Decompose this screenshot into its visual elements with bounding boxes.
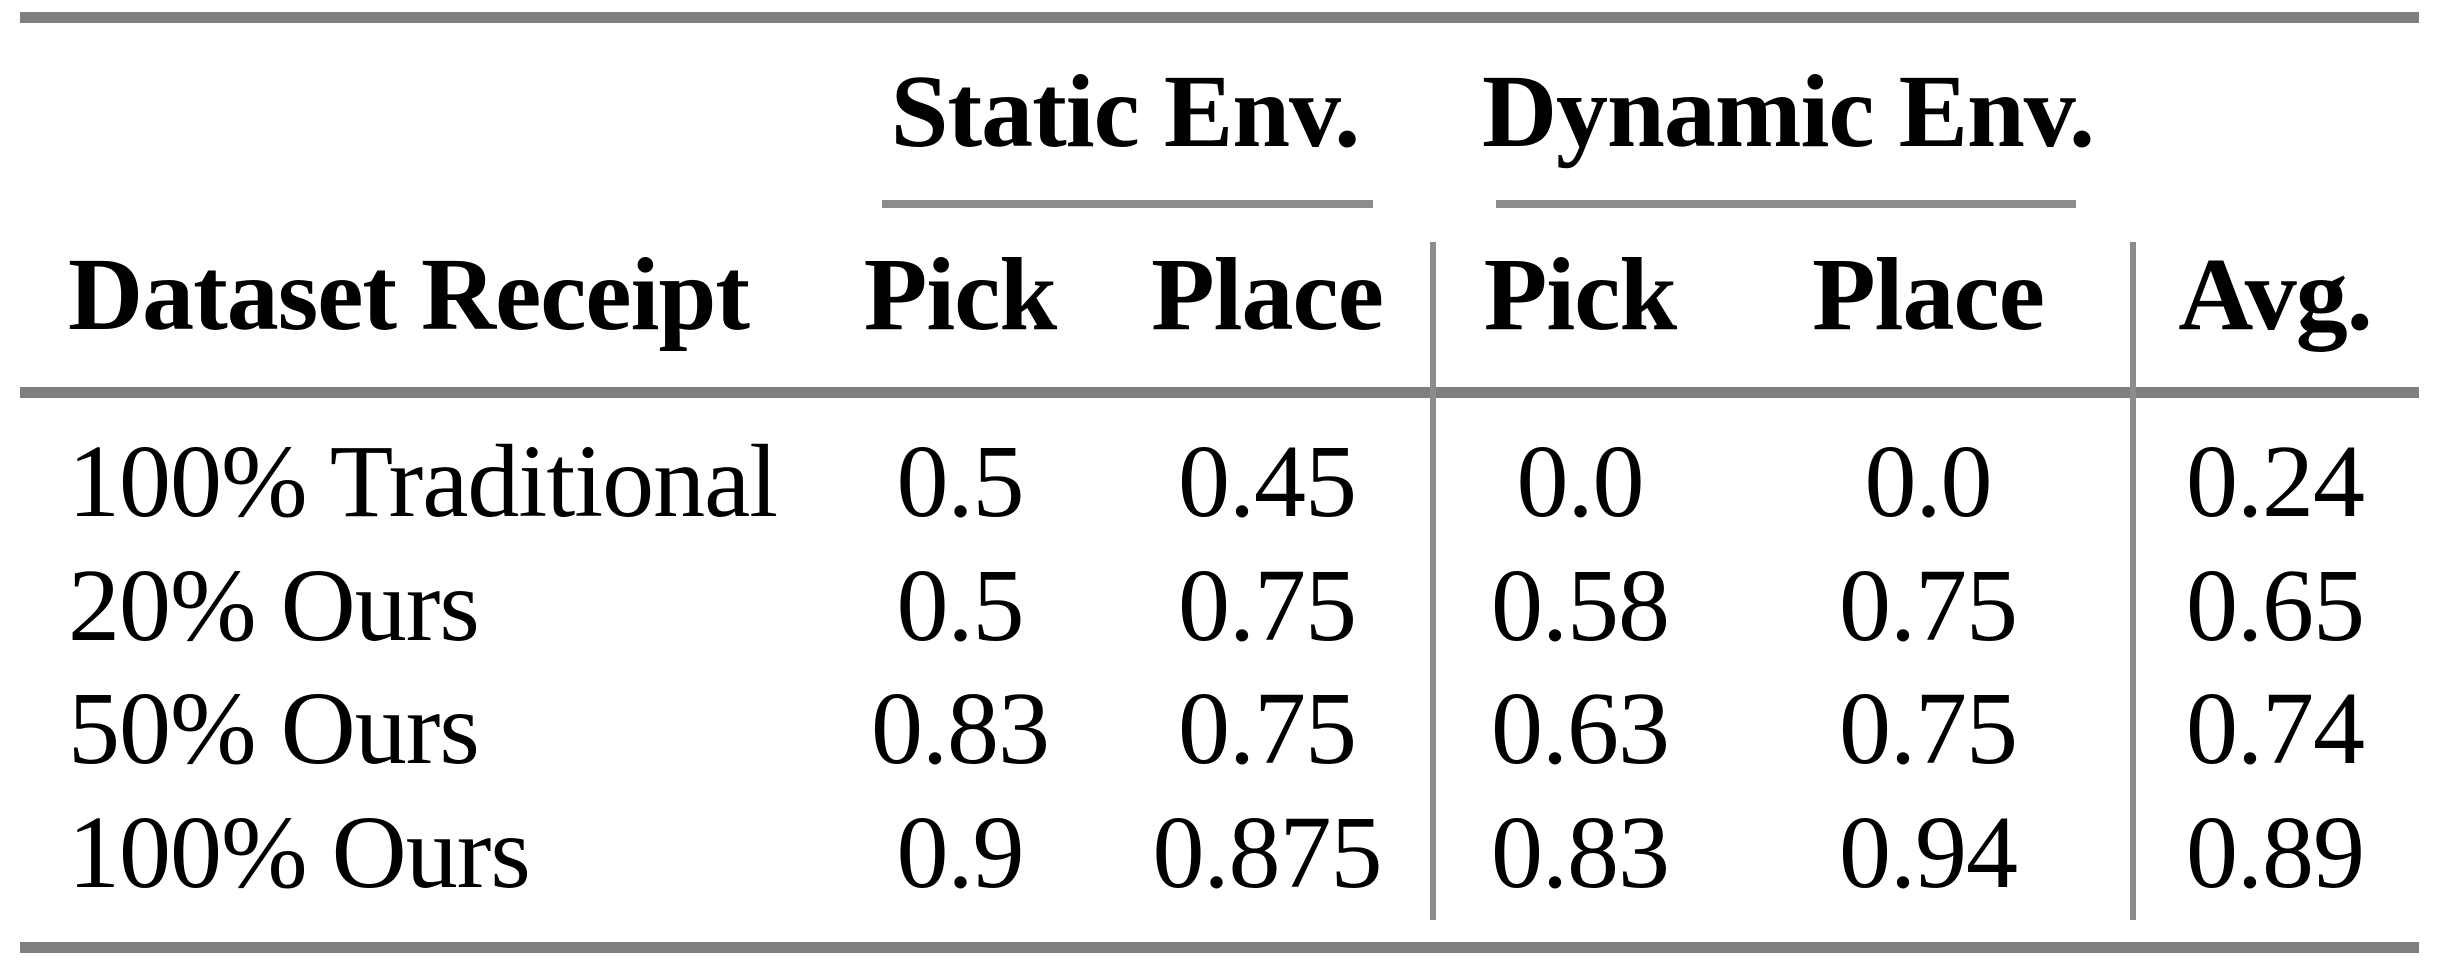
cell-static-pick: 0.9: [896, 795, 1025, 910]
cell-static-pick: 0.5: [896, 548, 1025, 663]
col-group-static-label: Static Env.: [890, 54, 1361, 169]
column-header-dynamic-place: Place: [1812, 237, 2045, 352]
dynamic-group-underline: [1496, 200, 2076, 208]
row-label: 50% Ours: [68, 671, 480, 786]
cell-static-place: 0.875: [1152, 795, 1383, 910]
static-group-underline: [882, 200, 1373, 208]
column-header-row: Dataset Receipt Pick Place Pick Place Av…: [0, 243, 2440, 355]
vertical-divider-static-dynamic: [1430, 242, 1436, 920]
column-header-dataset-receipt: Dataset Receipt: [68, 237, 750, 352]
top-rule: [20, 12, 2419, 23]
table-row: 100% Ours 0.9 0.875 0.83 0.94 0.89: [0, 801, 2440, 913]
row-label: 100% Ours: [68, 795, 531, 910]
cell-dynamic-place: 0.75: [1839, 548, 2018, 663]
bottom-rule: [20, 942, 2419, 953]
cell-static-pick: 0.5: [896, 424, 1025, 539]
cell-static-place: 0.45: [1178, 424, 1357, 539]
cell-avg: 0.65: [2186, 548, 2365, 663]
row-label: 20% Ours: [68, 548, 480, 663]
cell-dynamic-place: 0.0: [1864, 424, 1993, 539]
table-row: 20% Ours 0.5 0.75 0.58 0.75 0.65: [0, 554, 2440, 666]
vertical-divider-dynamic-avg: [2130, 242, 2136, 920]
cell-dynamic-pick: 0.58: [1491, 548, 1670, 663]
cell-dynamic-pick: 0.0: [1516, 424, 1645, 539]
cell-dynamic-pick: 0.63: [1491, 671, 1670, 786]
column-header-dynamic-pick: Pick: [1483, 237, 1677, 352]
cell-dynamic-place: 0.94: [1839, 795, 2018, 910]
cell-static-place: 0.75: [1178, 548, 1357, 663]
cell-avg: 0.89: [2186, 795, 2365, 910]
column-header-static-pick: Pick: [863, 237, 1057, 352]
col-group-dynamic-label: Dynamic Env.: [1481, 54, 2095, 169]
cell-dynamic-place: 0.75: [1839, 671, 2018, 786]
column-header-static-place: Place: [1151, 237, 1384, 352]
table-row: 100% Traditional 0.5 0.45 0.0 0.0 0.24: [0, 430, 2440, 542]
cell-avg: 0.24: [2186, 424, 2365, 539]
row-label: 100% Traditional: [68, 424, 778, 539]
mid-rule: [20, 387, 2419, 398]
cell-static-pick: 0.83: [871, 671, 1050, 786]
cell-dynamic-pick: 0.83: [1491, 795, 1670, 910]
column-header-avg: Avg.: [2178, 237, 2372, 352]
table-row: 50% Ours 0.83 0.75 0.63 0.75 0.74: [0, 677, 2440, 789]
cell-static-place: 0.75: [1178, 671, 1357, 786]
cell-avg: 0.74: [2186, 671, 2365, 786]
